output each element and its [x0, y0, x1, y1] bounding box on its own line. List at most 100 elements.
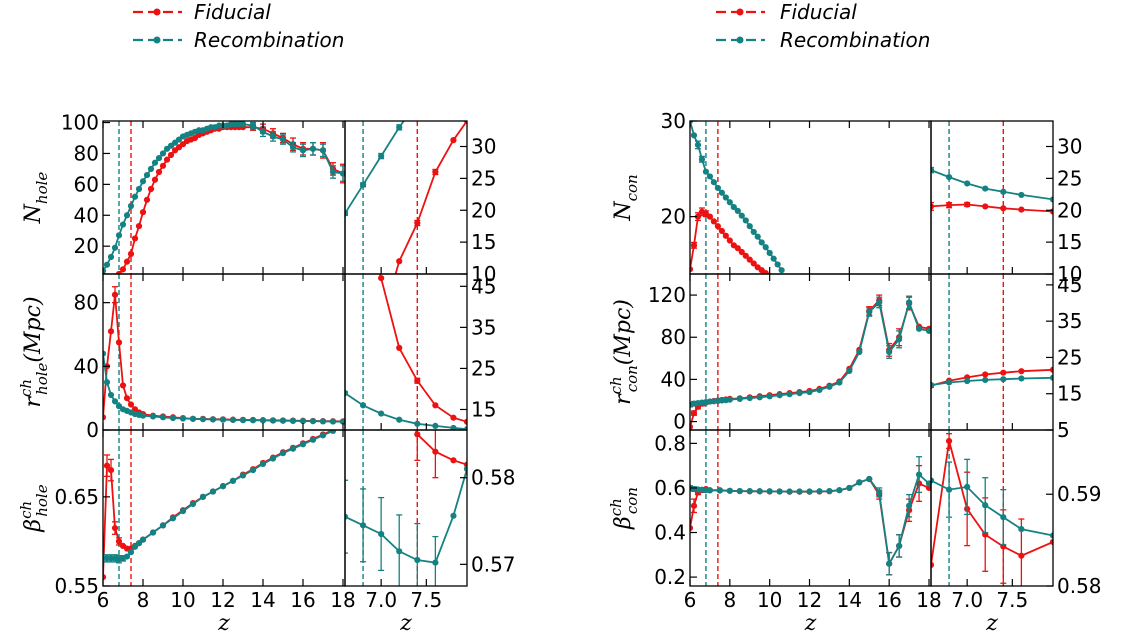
- inset-point-fiducial: [378, 301, 384, 307]
- main-series-fiducial: [103, 286, 345, 425]
- main-point-recombination: [269, 417, 277, 424]
- inset-y-tick-label: 25: [471, 356, 496, 380]
- main-point-recombination: [856, 348, 863, 356]
- main-point-recombination: [826, 383, 833, 390]
- main-point-fiducial: [690, 524, 694, 532]
- inset-y-tick-label: 10: [471, 262, 496, 286]
- inset-point-fiducial: [463, 418, 467, 425]
- inset-point-recombination: [931, 477, 935, 484]
- main-point-fiducial: [690, 502, 698, 509]
- main-point-recombination: [806, 488, 813, 495]
- main-point-recombination: [107, 391, 115, 399]
- main-point-recombination: [776, 392, 783, 399]
- inset-point-fiducial: [982, 203, 989, 210]
- main-point-recombination: [726, 396, 733, 403]
- inset-point-fiducial: [1018, 368, 1025, 375]
- inset-point-recombination: [964, 377, 971, 385]
- main-point-recombination: [199, 493, 207, 500]
- legend-marker-recombination-left: [153, 36, 161, 44]
- main-point-recombination: [694, 141, 702, 149]
- main-point-recombination: [189, 500, 197, 508]
- main-point-recombination: [905, 502, 913, 509]
- x-tick-label: 10: [170, 588, 195, 612]
- panel-3: 20 30 10 15 20 25 30 Ncon: [611, 109, 1082, 286]
- inset-series-recombination: [931, 458, 1053, 546]
- main-point-recombination: [786, 488, 793, 495]
- inset-point-fiducial: [396, 379, 402, 385]
- y-tick-label: 0: [673, 410, 686, 434]
- inset-y-tick-label: 25: [471, 166, 496, 190]
- x-tick-label: 10: [757, 588, 782, 612]
- main-point-recombination: [886, 348, 893, 356]
- main-point-recombination: [299, 441, 307, 448]
- main-point-recombination: [722, 194, 729, 201]
- inset-point-recombination: [1000, 514, 1007, 521]
- main-point-recombination: [710, 179, 718, 186]
- main-point-recombination: [115, 232, 123, 239]
- main-point-recombination: [103, 267, 107, 274]
- legend-label-recombination: Recombination: [194, 28, 344, 52]
- main-point-recombination: [796, 488, 803, 495]
- main-line-fiducial: [103, 430, 334, 578]
- main-point-fiducial: [706, 213, 714, 220]
- inset-point-recombination: [1000, 188, 1007, 195]
- main-point-fiducial: [139, 209, 147, 216]
- inset-point-recombination: [396, 124, 403, 131]
- inset-point-recombination: [396, 548, 403, 555]
- main-point-recombination: [339, 418, 345, 425]
- main-point-fiducial: [103, 573, 107, 581]
- inset-point-fiducial: [450, 457, 457, 464]
- main-point-fiducial: [115, 538, 123, 545]
- main-point-recombination: [706, 487, 714, 494]
- chart-panels: 204060801001015202530Nhole0408015253545r…: [17, 109, 1102, 635]
- inset-point-fiducial: [1049, 366, 1053, 373]
- main-point-recombination: [111, 398, 119, 405]
- main-point-recombination: [143, 171, 151, 179]
- inset-point-recombination: [1049, 196, 1053, 203]
- main-point-recombination: [866, 308, 873, 316]
- main-point-recombination: [279, 417, 287, 424]
- main-point-recombination: [103, 261, 111, 268]
- inset-y-tick-label: 0.59: [1057, 482, 1102, 506]
- inset-y-tick-label: 15: [471, 230, 496, 254]
- legend-label-fiducial: Fiducial: [194, 0, 271, 24]
- main-point-recombination: [169, 414, 177, 422]
- main-point-recombination: [139, 536, 147, 543]
- main-point-recombination: [107, 253, 115, 261]
- inset-point-recombination: [931, 166, 935, 174]
- x-tick-label: 18: [330, 588, 355, 612]
- legend-right: Fiducial Recombination: [716, 0, 930, 52]
- main-frame: [102, 273, 346, 431]
- main-series-recombination: [103, 121, 345, 274]
- x-tick-label: 16: [876, 588, 901, 612]
- inset-x-tick-label: 7.5: [996, 588, 1028, 612]
- main-point-fiducial: [127, 401, 135, 408]
- main-point-recombination: [269, 455, 277, 462]
- main-point-fiducial: [103, 462, 111, 469]
- panel-4: 0 40 80 120 5 15 25 35 45 rchcon(Mpc): [607, 273, 1082, 442]
- main-point-recombination: [714, 184, 721, 192]
- main-point-recombination: [155, 154, 163, 162]
- main-point-fiducial: [115, 339, 123, 346]
- inset-point-recombination: [359, 402, 367, 409]
- inset-point-recombination: [1018, 191, 1025, 199]
- main-point-fiducial: [111, 524, 119, 532]
- main-point-recombination: [896, 542, 903, 549]
- main-point-recombination: [169, 515, 177, 522]
- main-line-recombination: [690, 473, 930, 567]
- main-point-recombination: [750, 228, 757, 236]
- inset-y-tick-label: 0.58: [1057, 574, 1102, 598]
- inset-point-recombination: [945, 379, 953, 386]
- main-frame: [689, 429, 932, 587]
- inset-point-fiducial: [945, 202, 953, 209]
- main-point-recombination: [826, 487, 833, 495]
- inset-point-recombination: [396, 416, 403, 423]
- main-point-recombination: [309, 418, 317, 425]
- main-point-recombination: [159, 414, 167, 421]
- inset-series-fiducial: [378, 301, 467, 479]
- main-point-recombination: [876, 299, 883, 306]
- main-point-recombination: [259, 460, 267, 467]
- inset-point-recombination: [463, 426, 467, 430]
- main-point-recombination: [259, 128, 267, 135]
